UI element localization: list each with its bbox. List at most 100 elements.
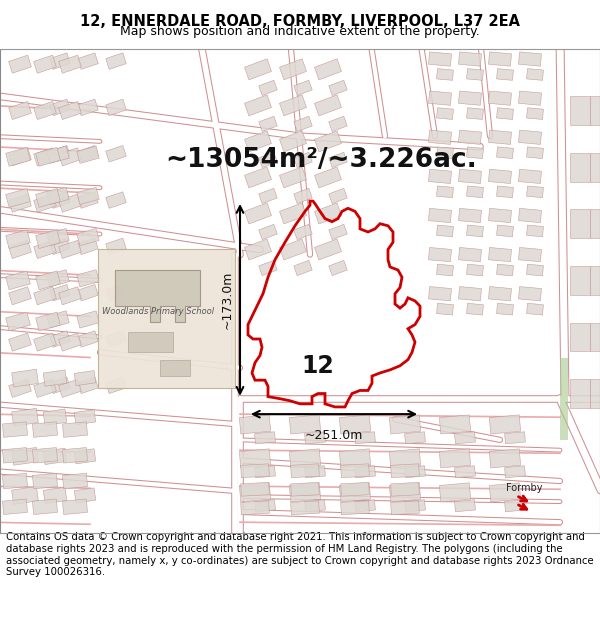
Bar — [570, 266, 590, 295]
Bar — [106, 146, 126, 162]
Bar — [78, 99, 98, 116]
Bar — [2, 499, 28, 514]
Bar — [497, 186, 514, 198]
Bar — [294, 116, 312, 131]
Bar — [527, 264, 544, 276]
Bar — [428, 287, 451, 301]
Bar — [50, 238, 70, 254]
Bar — [50, 331, 70, 348]
Bar — [254, 500, 275, 512]
Bar — [239, 449, 271, 468]
Bar — [458, 287, 481, 301]
Bar — [389, 415, 421, 434]
Bar — [340, 482, 371, 502]
Bar — [2, 448, 28, 463]
Bar — [280, 59, 307, 80]
Bar — [32, 499, 58, 514]
Bar — [329, 188, 347, 204]
Bar — [8, 101, 31, 119]
Bar — [34, 148, 56, 166]
Bar — [488, 91, 511, 105]
Bar — [590, 266, 600, 295]
Bar — [497, 303, 514, 315]
Bar — [11, 448, 38, 465]
Bar — [78, 192, 98, 208]
Bar — [106, 377, 126, 394]
Bar — [518, 287, 541, 301]
Bar — [439, 415, 470, 434]
Bar — [329, 224, 347, 239]
Bar — [59, 55, 82, 73]
Text: 12: 12 — [302, 354, 334, 377]
Bar — [245, 131, 271, 152]
Bar — [428, 91, 451, 105]
Bar — [47, 146, 69, 163]
Bar — [8, 287, 31, 305]
Bar — [280, 131, 307, 152]
Text: ~13054m²/~3.226ac.: ~13054m²/~3.226ac. — [165, 147, 477, 173]
Bar — [2, 422, 28, 437]
Bar — [47, 311, 69, 328]
Bar — [314, 131, 341, 152]
Bar — [78, 377, 98, 394]
Bar — [77, 229, 99, 246]
Bar — [518, 52, 541, 66]
Bar — [329, 152, 347, 168]
Bar — [340, 449, 371, 468]
Bar — [34, 241, 56, 259]
Bar — [341, 501, 369, 515]
Bar — [341, 482, 369, 496]
Bar — [518, 208, 541, 222]
Bar — [590, 152, 600, 181]
Bar — [5, 148, 31, 166]
Bar — [437, 147, 454, 159]
Bar — [341, 464, 369, 478]
Bar — [106, 99, 126, 116]
Bar — [428, 130, 451, 144]
Bar — [43, 409, 67, 426]
Bar — [497, 264, 514, 276]
Bar — [62, 448, 88, 463]
Bar — [590, 322, 600, 351]
Bar — [590, 96, 600, 125]
Bar — [458, 169, 481, 184]
Bar — [294, 80, 312, 96]
Bar — [314, 203, 341, 224]
Text: 12, ENNERDALE ROAD, FORMBY, LIVERPOOL, L37 2EA: 12, ENNERDALE ROAD, FORMBY, LIVERPOOL, L… — [80, 14, 520, 29]
Bar — [8, 148, 31, 166]
Bar — [439, 482, 470, 502]
Bar — [497, 107, 514, 119]
Bar — [570, 152, 590, 181]
Bar — [314, 59, 341, 80]
Bar — [329, 80, 347, 96]
Bar — [314, 167, 341, 188]
Bar — [62, 422, 88, 437]
Bar — [437, 69, 454, 81]
Bar — [490, 482, 521, 502]
Bar — [34, 101, 56, 119]
Bar — [570, 379, 590, 408]
Bar — [32, 422, 58, 437]
Bar — [467, 264, 484, 276]
Bar — [259, 224, 277, 239]
Bar — [241, 482, 269, 496]
Bar — [497, 147, 514, 159]
Bar — [527, 186, 544, 198]
Bar — [428, 169, 451, 184]
Bar — [34, 287, 56, 305]
Bar — [43, 370, 67, 386]
Bar — [329, 261, 347, 276]
Bar — [62, 499, 88, 514]
Bar — [74, 488, 96, 503]
Bar — [289, 415, 320, 434]
Bar — [391, 501, 419, 515]
Bar — [391, 464, 419, 478]
Bar — [527, 107, 544, 119]
Bar — [34, 194, 56, 213]
Bar — [329, 116, 347, 131]
Bar — [78, 146, 98, 162]
Bar — [527, 225, 544, 237]
Bar — [467, 303, 484, 315]
Bar — [74, 409, 96, 425]
Bar — [78, 238, 98, 254]
